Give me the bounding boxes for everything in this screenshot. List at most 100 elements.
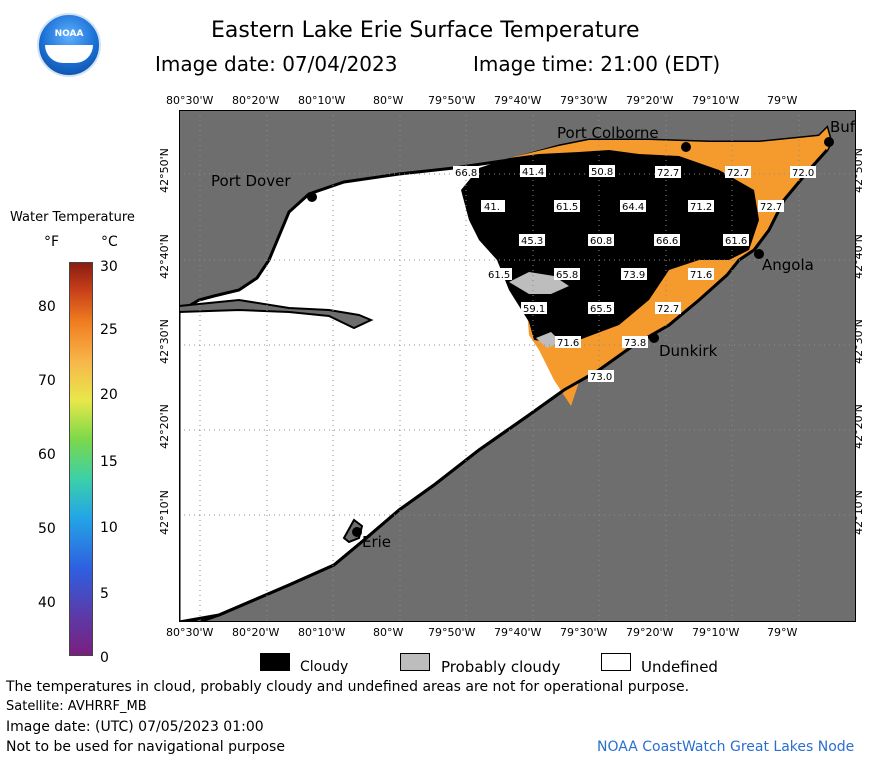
lon-label-top: 80°20'W <box>232 94 280 107</box>
svg-text:50.8: 50.8 <box>591 167 613 178</box>
c-tick: 5 <box>100 586 109 602</box>
temp-label: 71.6 <box>555 336 581 349</box>
temp-label: 66.8 <box>453 166 479 179</box>
shoreline <box>179 148 829 622</box>
temp-label: 50.8 <box>589 165 615 178</box>
svg-text:72.7: 72.7 <box>760 202 782 213</box>
place-label-buffalo: Buf <box>830 118 856 136</box>
c-tick: 0 <box>100 650 109 666</box>
footer-utc-date: Image date: (UTC) 07/05/2023 01:00 <box>6 719 264 735</box>
svg-text:41.4: 41.4 <box>522 167 544 178</box>
place-marker-port-dover <box>307 192 317 202</box>
temp-label: 72.7 <box>725 166 751 179</box>
place-label-angola: Angola <box>762 256 814 274</box>
svg-text:64.4: 64.4 <box>622 202 644 213</box>
svg-text:65.5: 65.5 <box>590 304 612 315</box>
temp-label: 45.3 <box>519 234 545 247</box>
lon-label-bottom: 79°30'W <box>560 626 608 639</box>
noaa-logo-wing <box>45 45 93 63</box>
map-title: Eastern Lake Erie Surface Temperature <box>211 18 640 43</box>
temp-label: 72.7 <box>758 200 784 213</box>
f-tick: 50 <box>38 521 56 537</box>
svg-text:61.6: 61.6 <box>725 236 747 247</box>
lon-label-bottom: 80°W <box>373 626 404 639</box>
footer-credit: NOAA CoastWatch Great Lakes Node <box>597 739 855 755</box>
lon-label-top: 79°40'W <box>494 94 542 107</box>
lon-label-bottom: 79°50'W <box>428 626 476 639</box>
place-marker-dunkirk <box>649 333 659 343</box>
lon-label-top: 79°50'W <box>428 94 476 107</box>
legend-unit-c: °C <box>101 234 118 250</box>
legend-label-probably-cloudy: Probably cloudy <box>441 658 561 676</box>
f-tick: 40 <box>38 595 56 611</box>
svg-text:66.6: 66.6 <box>656 236 678 247</box>
place-marker-buffalo <box>824 137 834 147</box>
lon-label-bottom: 79°10'W <box>692 626 740 639</box>
svg-text:72.0: 72.0 <box>792 168 814 179</box>
lake-map: Port Dover Port Colborne Buf Angola Dunk… <box>179 110 856 622</box>
svg-text:73.8: 73.8 <box>624 338 646 349</box>
svg-text:60.8: 60.8 <box>590 236 612 247</box>
svg-text:59.1: 59.1 <box>523 304 545 315</box>
lon-label-top: 79°W <box>767 94 798 107</box>
temp-label: 65.5 <box>588 302 614 315</box>
legend-swatch-cloudy <box>260 653 290 671</box>
svg-text:41.: 41. <box>484 202 500 213</box>
temp-label: 73.0 <box>588 370 614 383</box>
svg-text:73.0: 73.0 <box>590 372 612 383</box>
svg-text:71.6: 71.6 <box>557 338 579 349</box>
svg-text:72.7: 72.7 <box>657 168 679 179</box>
temp-label: 73.9 <box>621 268 647 281</box>
svg-text:61.5: 61.5 <box>488 270 510 281</box>
c-tick: 15 <box>100 454 118 470</box>
lon-label-top: 80°30'W <box>166 94 214 107</box>
legend-unit-f: °F <box>44 234 60 250</box>
lat-label-left: 42°20'N <box>157 404 171 449</box>
lat-label-left: 42°40'N <box>157 234 171 279</box>
lon-label-bottom: 80°30'W <box>166 626 214 639</box>
temp-label: 41.4 <box>520 165 546 178</box>
c-tick: 20 <box>100 387 118 403</box>
temp-label: 65.8 <box>554 268 580 281</box>
place-label-port-colborne: Port Colborne <box>557 124 659 142</box>
lon-label-top: 79°30'W <box>560 94 608 107</box>
temp-label: 59.1 <box>521 302 547 315</box>
c-tick: 25 <box>100 322 118 338</box>
c-tick: 10 <box>100 520 118 536</box>
place-markers <box>307 137 834 537</box>
temp-label: 72.0 <box>790 166 816 179</box>
c-tick: 30 <box>100 259 118 275</box>
lat-label-left: 42°30'N <box>157 319 171 364</box>
f-tick: 70 <box>38 373 56 389</box>
temp-label: 60.8 <box>588 234 614 247</box>
svg-text:65.8: 65.8 <box>556 270 578 281</box>
legend-swatch-probably-cloudy <box>400 653 430 671</box>
svg-text:72.7: 72.7 <box>727 168 749 179</box>
footer-note: The temperatures in cloud, probably clou… <box>6 679 690 695</box>
image-time: Image time: 21:00 (EDT) <box>473 52 721 76</box>
temp-label: 72.7 <box>655 302 681 315</box>
temp-label: 61.5 <box>486 268 512 281</box>
footer-satellite: Satellite: AVHRRF_MB <box>6 699 147 714</box>
f-tick: 60 <box>38 447 56 463</box>
svg-text:71.6: 71.6 <box>690 270 712 281</box>
legend-swatch-undefined <box>601 653 631 671</box>
graticule <box>179 110 856 622</box>
place-label-dunkirk: Dunkirk <box>659 342 718 360</box>
svg-text:61.5: 61.5 <box>556 202 578 213</box>
footer-nav-note: Not to be used for navigational purpose <box>6 739 285 755</box>
lon-label-bottom: 80°10'W <box>298 626 346 639</box>
legend-label-undefined: Undefined <box>641 658 718 676</box>
lat-label-left: 42°50'N <box>157 148 171 193</box>
legend-label-cloudy: Cloudy <box>300 659 349 675</box>
temperature-labels: 66.8 41.4 50.8 72.7 72.7 72.0 41. 61.5 6… <box>453 165 816 383</box>
lon-label-top: 79°20'W <box>626 94 674 107</box>
temp-label: 61.5 <box>554 200 580 213</box>
lat-label-left: 42°10'N <box>157 490 171 535</box>
lon-label-top: 80°10'W <box>298 94 346 107</box>
temp-label: 71.6 <box>688 268 714 281</box>
temperature-colorbar <box>69 262 93 656</box>
legend-title: Water Temperature <box>10 210 135 225</box>
f-tick: 80 <box>38 299 56 315</box>
place-label-erie: Erie <box>362 533 391 551</box>
